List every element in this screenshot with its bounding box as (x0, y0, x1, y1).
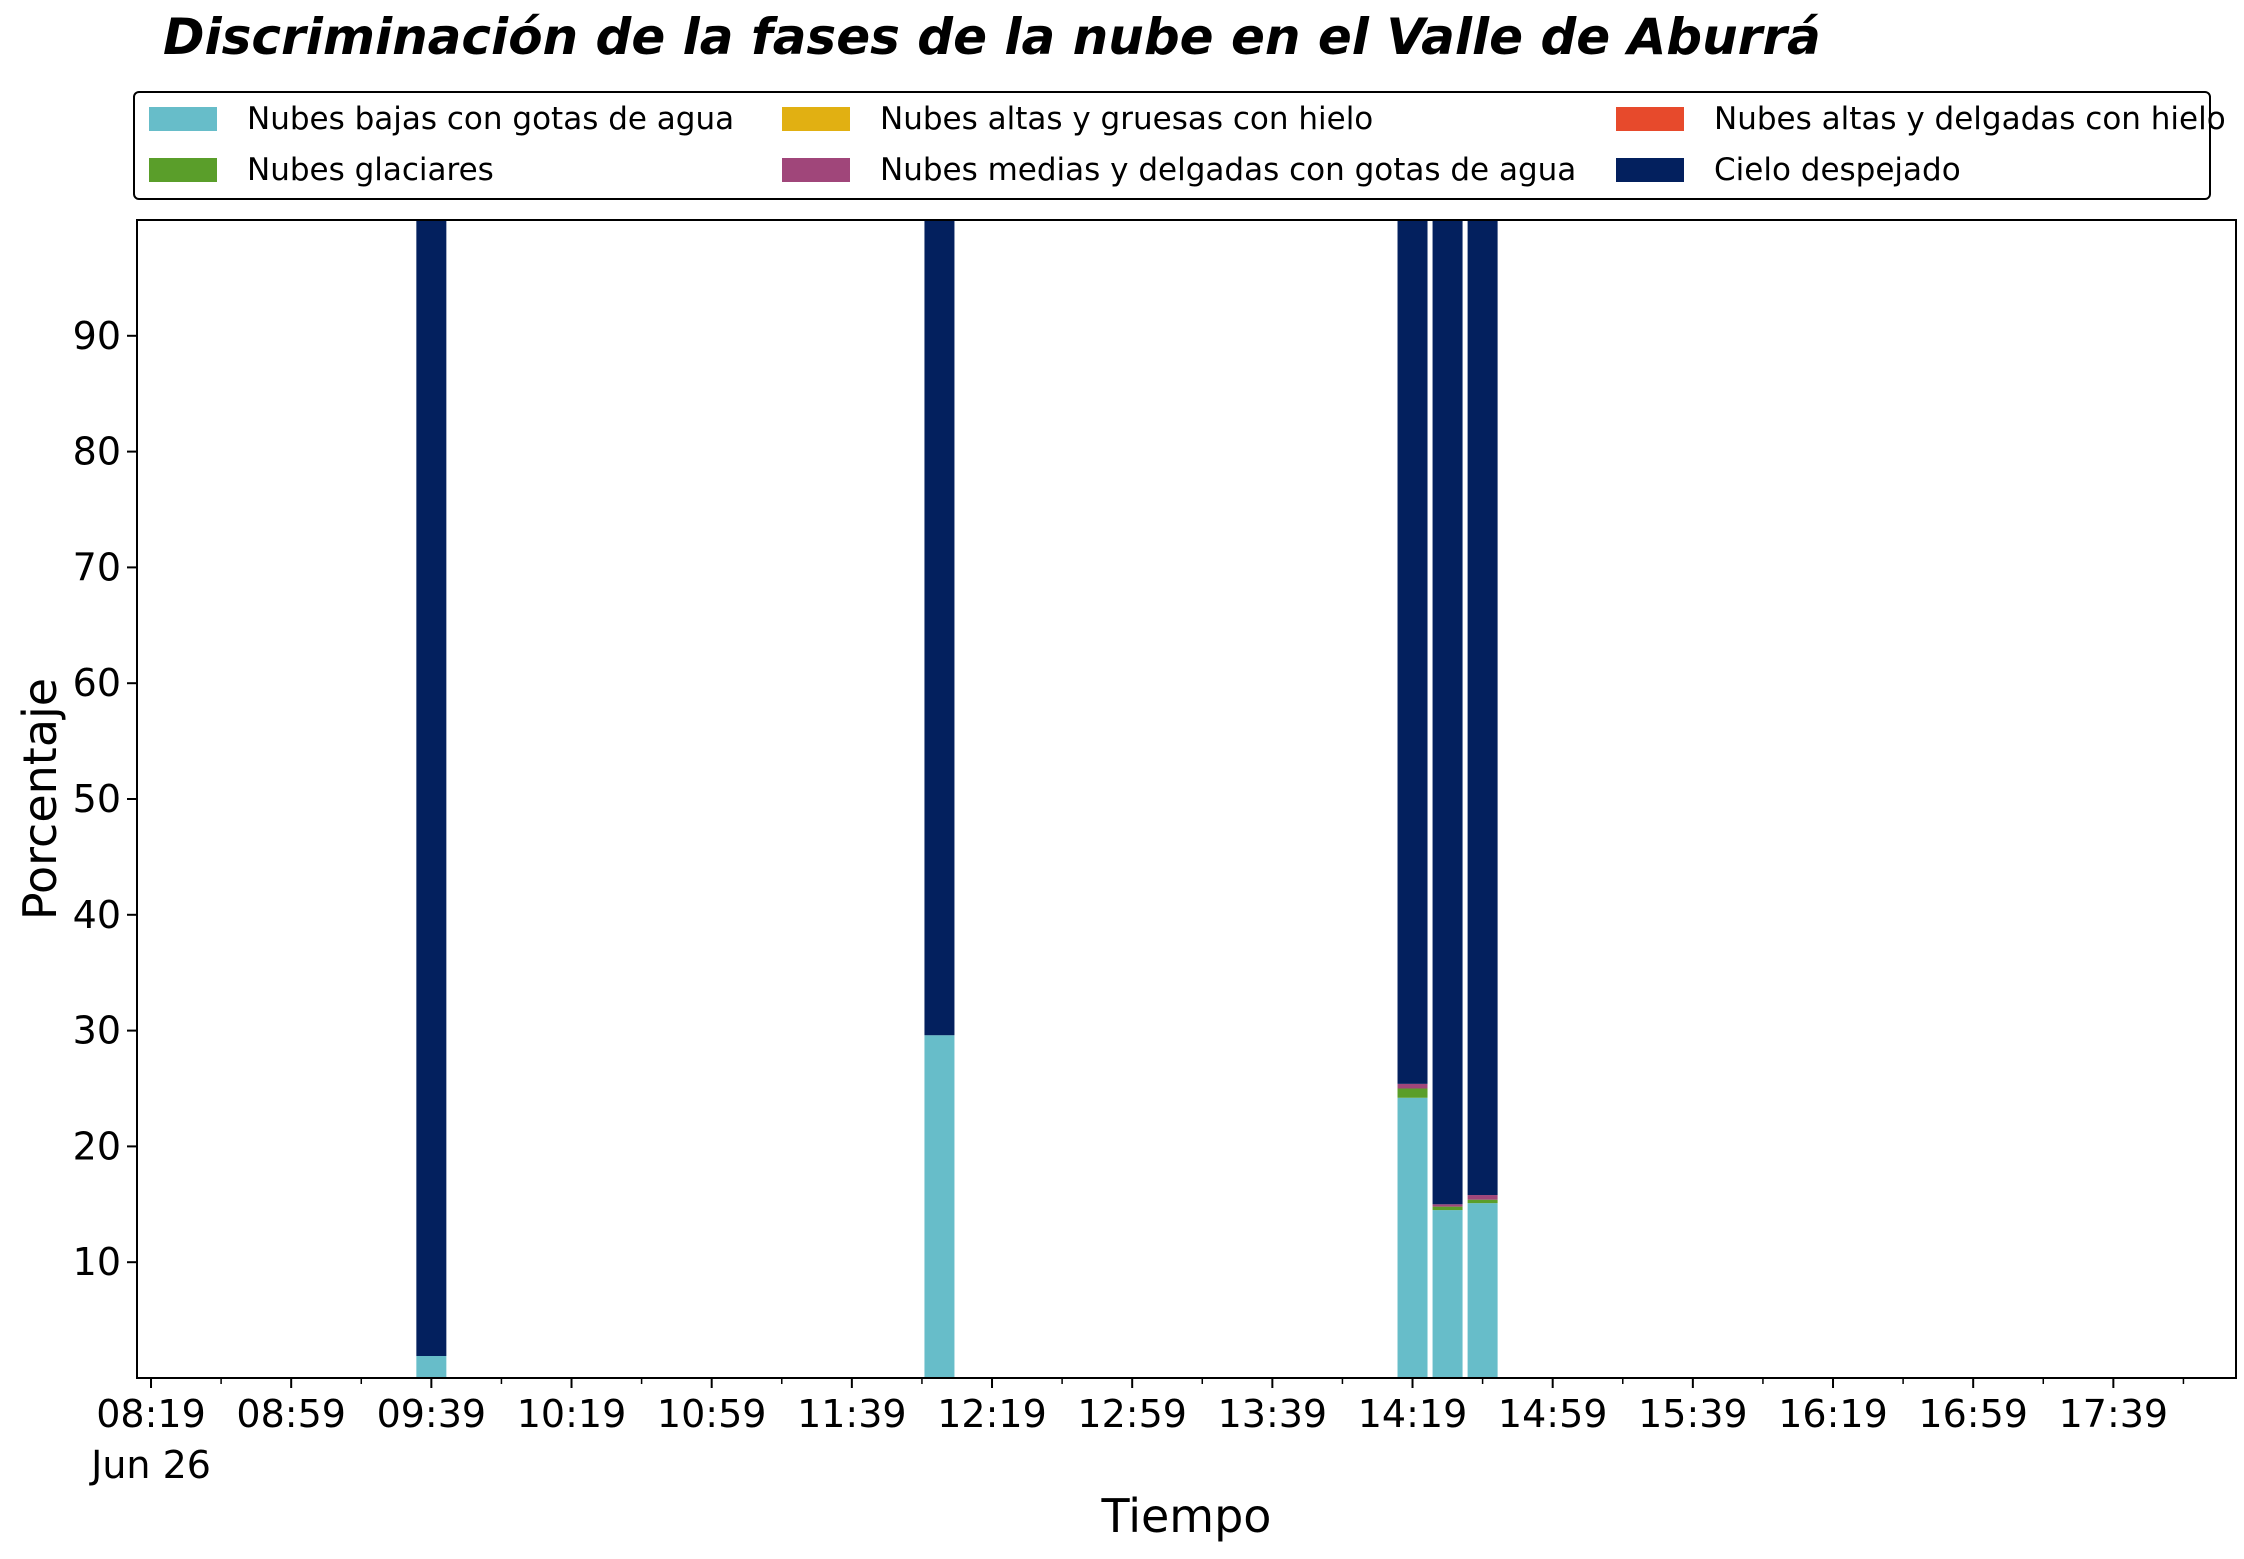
bar-stack (416, 220, 447, 1378)
y-tick-label: 30 (73, 1009, 121, 1053)
bar-segment-cielo-despejado (416, 220, 447, 1356)
x-tick-label: 10:19 (517, 1392, 627, 1436)
y-tick-label: 10 (73, 1240, 121, 1284)
x-axis-label: Tiempo (1101, 1489, 1272, 1543)
bar-segment-nubes-bajas-con-gotas-de-agua (1467, 1203, 1498, 1378)
legend-label: Nubes glaciares (247, 152, 494, 188)
x-tick-label: 09:39 (377, 1392, 487, 1436)
y-tick-label: 60 (73, 661, 121, 705)
y-tick-label: 20 (73, 1124, 121, 1168)
bar-segment-cielo-despejado (1397, 220, 1428, 1084)
bar-segment-cielo-despejado (1432, 220, 1463, 1205)
bar-segment-nubes-glaciares (1432, 1206, 1463, 1211)
bar-segment-nubes-glaciares (1397, 1088, 1428, 1098)
legend-swatch (149, 158, 217, 182)
bar-stack (924, 220, 955, 1378)
y-tick-label: 90 (73, 314, 121, 358)
x-tick-label: 15:39 (1638, 1392, 1748, 1436)
legend-swatch (782, 107, 850, 131)
y-tick-label: 80 (73, 430, 121, 474)
bar-segment-nubes-medias-y-delgadas-con-gotas-de-agua (1397, 1083, 1428, 1089)
x-tick-label: 08:19 (96, 1392, 206, 1436)
x-tick-label: 16:59 (1918, 1392, 2028, 1436)
bar-stack (1467, 220, 1498, 1378)
legend: Nubes bajas con gotas de agua Nubes glaci… (133, 91, 2226, 200)
legend-item-nubes-glaciares: Nubes glaciares (149, 150, 494, 190)
bar-segment-nubes-glaciares (1467, 1199, 1498, 1204)
legend-swatch (1616, 158, 1684, 182)
bar-segment-nubes-bajas-con-gotas-de-agua (924, 1035, 955, 1378)
legend-item-cielo-despejado: Cielo despejado (1616, 150, 1961, 190)
bar-segment-nubes-medias-y-delgadas-con-gotas-de-agua (1467, 1195, 1498, 1200)
y-axis-label: Porcentaje (13, 678, 67, 920)
x-tick-label: 13:39 (1218, 1392, 1328, 1436)
x-tick-label: 10:59 (657, 1392, 767, 1436)
x-tick-label: 12:19 (937, 1392, 1047, 1436)
bar-segment-nubes-bajas-con-gotas-de-agua (416, 1355, 447, 1378)
legend-label: Nubes altas y gruesas con hielo (880, 101, 1374, 137)
x-tick-label: 14:59 (1498, 1392, 1608, 1436)
legend-label: Cielo despejado (1714, 152, 1961, 188)
x-tick-label: 12:59 (1077, 1392, 1187, 1436)
y-axis-ticks: 10 20 30 40 50 60 70 80 90 (73, 314, 137, 1284)
bar-segment-cielo-despejado (1467, 220, 1498, 1196)
y-tick-label: 40 (73, 893, 121, 937)
legend-swatch (1616, 107, 1684, 131)
legend-label: Nubes bajas con gotas de agua (247, 101, 735, 137)
legend-item-nubes-altas-y-gruesas-con-hielo: Nubes altas y gruesas con hielo (782, 99, 1373, 139)
bar-segment-cielo-despejado (924, 220, 955, 1036)
legend-swatch (149, 107, 217, 131)
x-tick-label: 11:39 (797, 1392, 907, 1436)
y-tick-label: 70 (73, 545, 121, 589)
bar-segment-nubes-medias-y-delgadas-con-gotas-de-agua (1432, 1204, 1463, 1207)
y-tick-label: 50 (73, 777, 121, 821)
x-tick-label: 08:59 (236, 1392, 346, 1436)
legend-label: Nubes altas y delgadas con hielo (1714, 101, 2226, 137)
chart-title: Discriminación de la fases de la nube en… (163, 8, 1821, 66)
plot-frame (136, 219, 2237, 1379)
x-tick-label: 16:19 (1778, 1392, 1888, 1436)
bar-segment-nubes-bajas-con-gotas-de-agua (1432, 1210, 1463, 1378)
legend-item-nubes-bajas-con-gotas-de-agua: Nubes bajas con gotas de agua (149, 99, 734, 139)
legend-item-nubes-medias-y-delgadas-con-gotas-de-agua: Nubes medias y delgadas con gotas de agu… (782, 150, 1576, 190)
bar-segment-nubes-bajas-con-gotas-de-agua (1397, 1097, 1428, 1378)
legend-item-nubes-altas-y-delgadas-con-hielo: Nubes altas y delgadas con hielo (1616, 99, 2226, 139)
x-tick-sublabel: Jun 26 (89, 1443, 211, 1487)
x-tick-label: 17:39 (2059, 1392, 2169, 1436)
legend-label: Nubes medias y delgadas con gotas de agu… (880, 152, 1577, 188)
x-tick-label: 14:19 (1358, 1392, 1468, 1436)
bar-stack (1397, 220, 1428, 1378)
x-axis-ticks: 08:19 Jun 26 08:59 09:39 10:19 10:59 11:39 12:1… (89, 1378, 2185, 1487)
legend-swatch (782, 158, 850, 182)
bar-stack (1432, 220, 1463, 1378)
